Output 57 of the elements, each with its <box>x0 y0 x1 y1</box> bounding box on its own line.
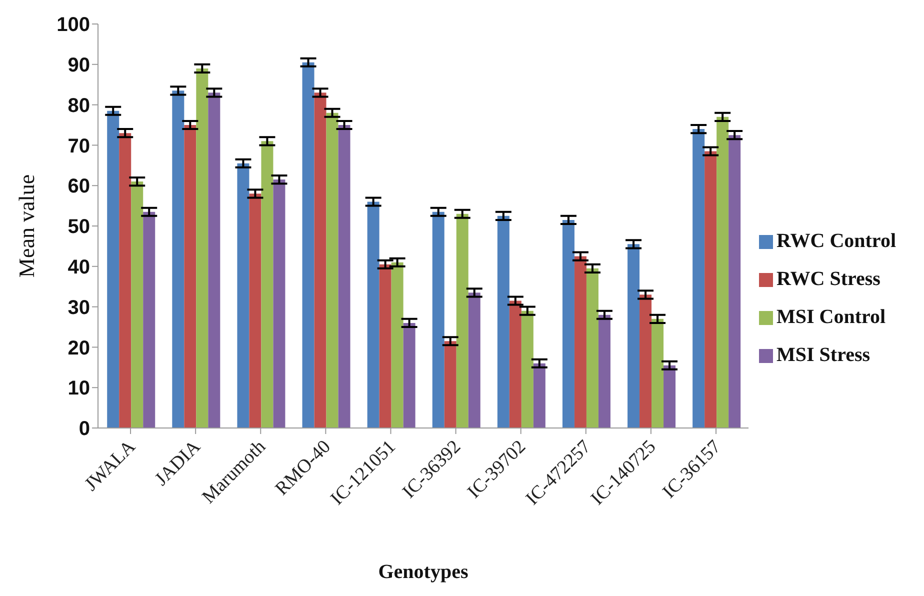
bar <box>119 133 132 428</box>
bar <box>403 322 416 428</box>
bar <box>468 292 480 428</box>
bar <box>208 92 220 428</box>
bar <box>497 216 510 428</box>
bar <box>521 310 534 428</box>
bar <box>143 212 156 428</box>
bar <box>598 314 610 428</box>
y-tick-label: 20 <box>68 337 90 360</box>
bar <box>586 268 598 428</box>
bar <box>533 363 546 428</box>
y-tick-label: 50 <box>68 216 90 238</box>
y-tick-label: 100 <box>56 14 90 36</box>
bar <box>432 212 444 428</box>
legend-label: RWC Stress <box>776 268 880 290</box>
y-axis-title: Mean value <box>14 174 39 278</box>
y-tick-label: 30 <box>68 296 90 319</box>
y-tick-label: 60 <box>68 176 90 198</box>
bar <box>184 125 196 428</box>
bar <box>379 264 392 428</box>
bar <box>728 135 741 428</box>
bar <box>628 244 640 428</box>
x-axis-title: Genotypes <box>378 561 468 583</box>
bar <box>196 68 208 428</box>
bar <box>249 194 262 428</box>
y-tick-label: 0 <box>78 418 90 440</box>
bar <box>338 125 350 428</box>
bar <box>664 365 676 428</box>
y-tick-label: 80 <box>68 94 90 117</box>
bar <box>391 262 404 428</box>
bar <box>640 294 652 428</box>
bar <box>456 214 468 428</box>
y-tick-label: 10 <box>68 378 90 400</box>
bar <box>692 129 705 428</box>
bar <box>326 112 338 428</box>
bar <box>302 62 314 428</box>
legend-label: RWC Control <box>776 230 896 252</box>
bar <box>172 90 184 428</box>
bar <box>273 180 286 428</box>
bar <box>367 202 380 428</box>
y-tick-label: 40 <box>68 256 90 278</box>
legend-label: MSI Stress <box>776 344 870 366</box>
bar <box>314 92 326 428</box>
bar <box>562 220 574 428</box>
bar <box>509 300 522 428</box>
bar <box>131 182 144 428</box>
bar <box>237 163 250 428</box>
bar <box>261 141 274 428</box>
bar <box>652 318 664 428</box>
bar <box>444 341 456 428</box>
bar <box>716 116 729 428</box>
legend-label: MSI Control <box>776 306 886 328</box>
bar <box>107 110 120 428</box>
y-tick-label: 70 <box>68 135 90 158</box>
bar <box>704 151 717 428</box>
bar <box>574 256 586 428</box>
y-tick-label: 90 <box>68 54 90 76</box>
